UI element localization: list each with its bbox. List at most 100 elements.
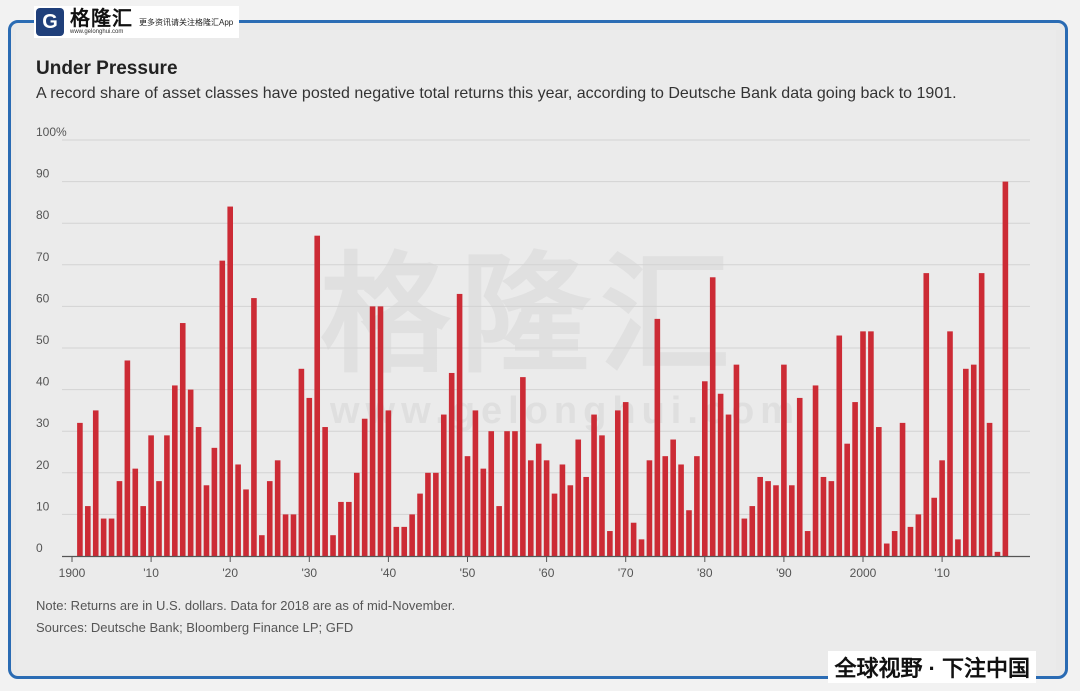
- bar: [583, 476, 589, 556]
- bar: [978, 273, 985, 556]
- bar: [187, 389, 194, 556]
- bar: [520, 377, 526, 556]
- bar: [211, 447, 218, 556]
- y-tick-label: 40: [36, 375, 50, 389]
- bar: [963, 368, 969, 556]
- x-tick-label: '90: [776, 566, 792, 580]
- bar: [504, 431, 510, 556]
- x-tick-label: '40: [381, 566, 397, 580]
- bar: [448, 372, 455, 556]
- x-tick-label: '70: [618, 566, 634, 580]
- bar: [369, 306, 376, 556]
- x-tick-label: '10: [934, 566, 950, 580]
- x-tick-label: 1900: [59, 566, 86, 580]
- bar: [512, 431, 518, 556]
- x-tick-label: '60: [539, 566, 555, 580]
- bar: [235, 464, 241, 556]
- bar: [789, 485, 795, 556]
- bar: [172, 385, 178, 556]
- bar: [100, 518, 107, 556]
- bar: [108, 518, 115, 556]
- bar: [931, 497, 937, 556]
- x-tick-label: 2000: [850, 566, 877, 580]
- bar: [820, 476, 827, 556]
- bar: [781, 364, 787, 556]
- bar: [599, 435, 605, 556]
- bar: [796, 397, 803, 556]
- chart-sources: Sources: Deutsche Bank; Bloomberg Financ…: [36, 620, 354, 635]
- bar: [915, 514, 922, 556]
- bar: [986, 422, 993, 556]
- bar: [488, 431, 495, 556]
- bar: [377, 306, 384, 556]
- bar: [883, 543, 890, 556]
- bar: [401, 526, 408, 556]
- bar: [480, 468, 487, 556]
- bar: [709, 277, 716, 556]
- y-tick-label: 100%: [36, 125, 67, 139]
- logo-name: 格隆汇: [70, 8, 133, 30]
- bar: [298, 368, 305, 556]
- bar: [353, 472, 360, 556]
- x-tick-label: '10: [143, 566, 159, 580]
- bar: [970, 364, 977, 556]
- bar: [464, 456, 471, 556]
- bar: [622, 402, 629, 556]
- logo-url: www.gelonghui.com: [70, 29, 124, 35]
- bar: [694, 456, 700, 556]
- bar: [322, 427, 328, 556]
- bar: [195, 427, 202, 556]
- bar: [535, 443, 542, 556]
- bar: [148, 435, 154, 556]
- x-tick-label: '30: [301, 566, 317, 580]
- bar: [203, 485, 210, 556]
- bar: [638, 539, 645, 556]
- bar: [844, 443, 850, 556]
- bar: [274, 460, 281, 556]
- bar: [765, 481, 771, 556]
- bar: [251, 298, 257, 556]
- bar: [425, 472, 431, 556]
- bar: [314, 235, 321, 556]
- bar: [472, 410, 479, 556]
- bar: [662, 456, 669, 556]
- bar: [77, 422, 83, 556]
- bar: [607, 531, 613, 556]
- bar: [559, 464, 566, 556]
- bar: [361, 418, 368, 556]
- bar: [654, 318, 661, 556]
- bar: [124, 360, 131, 556]
- bar: [219, 260, 226, 556]
- bar: [227, 206, 233, 556]
- bar: [132, 468, 139, 556]
- bar: [409, 514, 415, 556]
- bar: [1002, 181, 1009, 556]
- bar: [923, 273, 930, 556]
- bar: [899, 422, 906, 556]
- bar: [614, 410, 621, 556]
- x-tick-label: '50: [460, 566, 476, 580]
- bar: [804, 531, 811, 556]
- bar: [266, 481, 273, 556]
- bar: [575, 439, 582, 556]
- bar: [140, 506, 146, 556]
- bar: [393, 526, 400, 556]
- y-tick-label: 20: [36, 458, 50, 472]
- bar: [551, 493, 558, 556]
- bar: [543, 460, 550, 556]
- bar: [860, 331, 866, 556]
- bar: [646, 460, 653, 556]
- bar: [836, 335, 843, 556]
- bar: [330, 535, 336, 556]
- y-tick-label: 70: [36, 250, 50, 264]
- bar: [891, 531, 898, 556]
- bar: [243, 489, 249, 556]
- y-tick-label: 90: [36, 167, 50, 181]
- bar: [92, 410, 99, 556]
- logo: G 格隆汇 www.gelonghui.com 更多资讯请关注格隆汇App: [34, 6, 240, 38]
- bar: [164, 435, 170, 556]
- bar: [955, 539, 961, 556]
- y-tick-label: 0: [36, 541, 43, 555]
- bar: [773, 485, 779, 556]
- bar: [338, 501, 344, 556]
